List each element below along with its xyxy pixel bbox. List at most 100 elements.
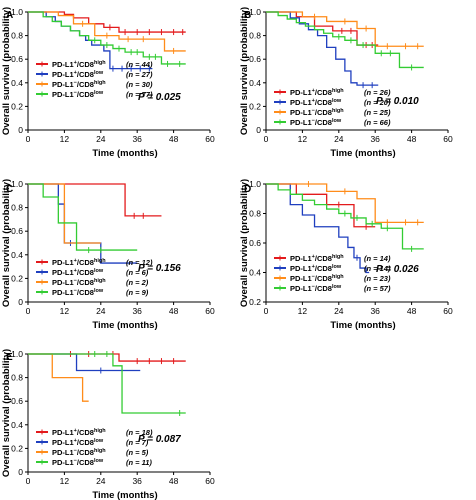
x-axis-label: Time (months) — [92, 490, 157, 500]
legend-n: (n = 77) — [126, 90, 153, 99]
y-tick-label: 0 — [18, 297, 23, 307]
x-tick-label: 36 — [132, 476, 142, 486]
x-tick-label: 0 — [264, 134, 269, 144]
y-tick-label: 0.8 — [11, 203, 23, 213]
legend-label: PD-L1−/CD8low — [52, 90, 104, 99]
p-value: P = 0.010 — [376, 96, 419, 107]
legend-label: PD-L1−/CD8high — [290, 274, 344, 283]
panel-a: A 0 12 24 36 48 60 0 0.2 0.4 0.6 0.8 1.0 Time (months… — [1, 7, 215, 159]
x-tick-label: 0 — [26, 476, 31, 486]
y-tick-label: 0 — [18, 125, 23, 135]
y-tick-label: 1.0 — [11, 179, 23, 189]
y-tick-label: 1.0 — [249, 179, 261, 189]
x-tick-label: 24 — [96, 134, 106, 144]
survival-curve-1 — [28, 11, 186, 33]
y-tick-label: 0.4 — [249, 268, 261, 278]
y-tick-label: 0.8 — [11, 31, 23, 41]
legend-label: PD-L1+/CD8low — [52, 70, 104, 79]
legend-n: (n = 5) — [126, 448, 149, 457]
y-tick-label: 0.6 — [11, 226, 23, 236]
y-tick-label: 0.4 — [11, 420, 23, 430]
y-tick-label: 0 — [256, 125, 261, 135]
survival-curve-2 — [28, 183, 138, 264]
panel-d: D 0 12 24 36 48 60 0.2 0.4 0.6 0.8 1.0 Time (months)… — [239, 179, 453, 331]
y-tick-label: 0.2 — [249, 297, 261, 307]
y-tick-label: 0.6 — [11, 396, 23, 406]
y-tick-label: 0 — [18, 467, 23, 477]
x-tick-label: 24 — [96, 306, 106, 316]
x-tick-label: 24 — [96, 476, 106, 486]
y-tick-label: 1.0 — [11, 7, 23, 17]
legend-n: (n = 27) — [126, 70, 153, 79]
panel-c: C 0 12 24 36 48 60 0 0.2 0.4 0.6 0.8 1.0 Time (months… — [1, 179, 215, 331]
y-tick-label: 1.0 — [249, 7, 261, 17]
legend-label: PD-L1+/CD8low — [52, 438, 104, 447]
survival-curve-3 — [266, 183, 424, 223]
p-value: P = 0.087 — [138, 434, 181, 445]
legend-label: PD-L1−/CD8high — [52, 448, 106, 457]
survival-curve-2 — [266, 11, 379, 86]
survival-curve-1 — [266, 183, 376, 228]
y-tick-label: 0.6 — [11, 54, 23, 64]
legend-label: PD-L1+/CD8high — [52, 428, 106, 437]
p-value: P = 0.156 — [138, 263, 181, 274]
y-tick-label: 0.8 — [11, 373, 23, 383]
legend-label: PD-L1−/CD8high — [52, 80, 106, 89]
y-tick-label: 0.2 — [249, 101, 261, 111]
x-tick-label: 36 — [370, 306, 380, 316]
survival-curve-1 — [266, 11, 379, 46]
survival-curve-3 — [28, 183, 101, 244]
legend-label: PD-L1+/CD8low — [290, 98, 342, 107]
panel-letter: E — [6, 352, 13, 363]
x-tick-label: 36 — [132, 134, 142, 144]
x-axis-label: Time (months) — [330, 148, 395, 159]
x-tick-label: 12 — [60, 306, 70, 316]
x-tick-label: 48 — [169, 306, 179, 316]
x-tick-label: 12 — [60, 476, 70, 486]
legend-label: PD-L1+/CD8high — [290, 254, 344, 263]
legend-label: PD-L1−/CD8low — [290, 284, 342, 293]
x-tick-label: 24 — [334, 306, 344, 316]
y-tick-label: 0.2 — [11, 443, 23, 453]
survival-curve-4 — [266, 11, 424, 69]
panel-b: B 0 12 24 36 48 60 0 0.2 0.4 0.6 0.8 1.0 Time (months… — [239, 7, 453, 159]
survival-curve-4 — [28, 11, 186, 65]
x-tick-label: 48 — [169, 134, 179, 144]
legend-n: (n = 14) — [364, 264, 391, 273]
survival-curve-2 — [28, 353, 141, 372]
x-tick-label: 60 — [443, 134, 453, 144]
x-tick-label: 48 — [407, 306, 417, 316]
legend-n: (n = 9) — [126, 288, 149, 297]
x-tick-label: 12 — [60, 134, 70, 144]
legend-n: (n = 66) — [364, 118, 391, 127]
y-axis-label: Overall survival (probability) — [239, 7, 250, 135]
x-tick-label: 60 — [205, 306, 215, 316]
legend-n: (n = 7) — [126, 438, 149, 447]
legend-label: PD-L1−/CD8high — [52, 278, 106, 287]
legend-n: (n = 11) — [126, 458, 152, 467]
legend-label: PD-L1+/CD8low — [290, 264, 342, 273]
p-value: P = 0.025 — [138, 92, 181, 103]
survival-curve-3 — [28, 353, 89, 402]
y-tick-label: 0.4 — [249, 78, 261, 88]
legend-n: (n = 26) — [364, 88, 391, 97]
panel-letter: B — [244, 10, 251, 21]
y-tick-label: 1.0 — [11, 349, 23, 359]
y-tick-label: 0.4 — [11, 250, 23, 260]
legend-n: (n = 25) — [364, 108, 391, 117]
y-tick-label: 0.4 — [11, 78, 23, 88]
panel-letter: D — [244, 184, 251, 195]
x-tick-label: 60 — [205, 476, 215, 486]
x-tick-label: 36 — [132, 306, 142, 316]
legend-n: (n = 57) — [364, 284, 391, 293]
x-axis-label: Time (months) — [92, 320, 157, 331]
legend-label: PD-L1−/CD8high — [290, 108, 344, 117]
y-tick-label: 0.6 — [249, 238, 261, 248]
panel-letter: C — [6, 184, 13, 195]
y-axis-label: Overall survival (probability) — [1, 179, 12, 307]
x-tick-label: 24 — [334, 134, 344, 144]
legend-n: (n = 23) — [364, 274, 391, 283]
legend-n: (n = 6) — [126, 268, 149, 277]
legend-label: PD-L1−/CD8low — [52, 288, 104, 297]
